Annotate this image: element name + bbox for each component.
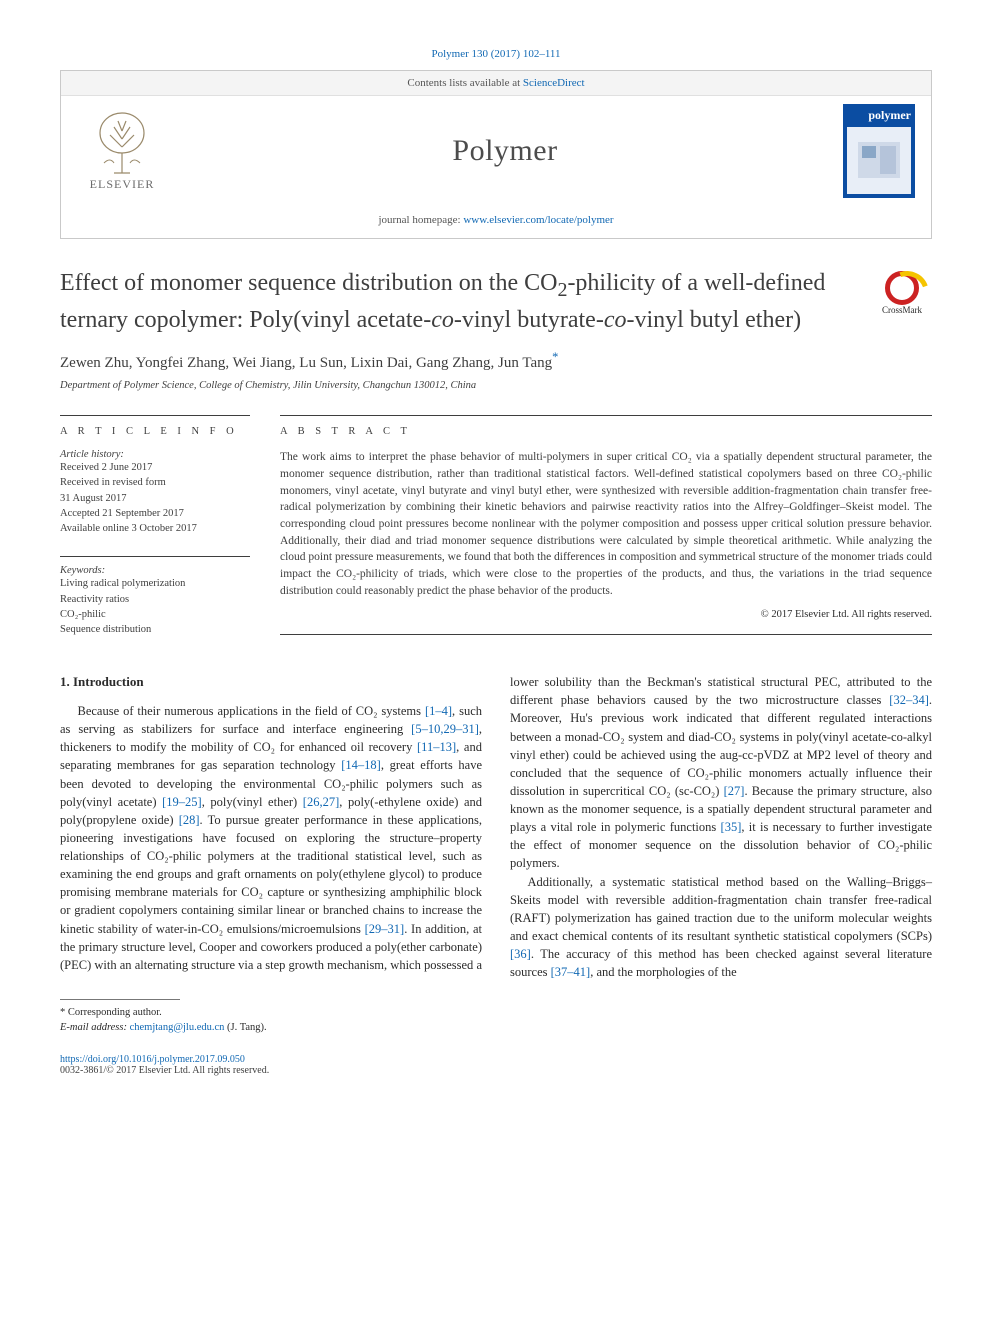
journal-cover-thumb: polymer: [843, 104, 915, 198]
copyright-line: © 2017 Elsevier Ltd. All rights reserved…: [280, 609, 932, 635]
crossmark-badge[interactable]: CrossMark: [872, 271, 932, 315]
citation-ref[interactable]: [28]: [179, 813, 200, 827]
citation-line: Polymer 130 (2017) 102–111: [60, 48, 932, 60]
citation-ref[interactable]: [14–18]: [341, 758, 381, 772]
citation-ref[interactable]: [19–25]: [162, 795, 202, 809]
citation-ref[interactable]: [37–41]: [551, 965, 591, 979]
authors-text: Zewen Zhu, Yongfei Zhang, Wei Jiang, Lu …: [60, 355, 552, 371]
citation-ref[interactable]: [35]: [721, 820, 742, 834]
corresponding-footnote: * Corresponding author.: [60, 1006, 932, 1021]
crossmark-icon: [885, 271, 919, 305]
title-part: -vinyl butyl ether): [626, 307, 801, 333]
elsevier-tree-icon: [92, 111, 152, 175]
article-info-heading: A R T I C L E I N F O: [60, 415, 250, 437]
cover-label: polymer: [847, 108, 911, 123]
title-sub: 2: [557, 279, 567, 301]
citation-ref[interactable]: [1–4]: [425, 704, 452, 718]
citation-ref[interactable]: [26,27]: [303, 795, 339, 809]
doi-link[interactable]: https://doi.org/10.1016/j.polymer.2017.0…: [60, 1054, 932, 1065]
text-run: . Moreover, Hu's previous work indicated…: [510, 693, 932, 798]
journal-name: Polymer: [452, 134, 557, 168]
citation-ref[interactable]: [29–31]: [365, 922, 405, 936]
email-link[interactable]: chemjtang@jlu.edu.cn: [130, 1022, 225, 1033]
history-item: Received in revised form: [60, 475, 250, 490]
sciencedirect-link[interactable]: ScienceDirect: [523, 77, 585, 89]
text-run: Additionally, a systematic statistical m…: [510, 875, 932, 943]
title-ital: co: [431, 307, 454, 333]
citation-ref[interactable]: [36]: [510, 947, 531, 961]
elsevier-logo: ELSEVIER: [77, 111, 167, 192]
affiliation: Department of Polymer Science, College o…: [60, 380, 932, 391]
title-ital: co: [604, 307, 627, 333]
text-run: . To pursue greater performance in these…: [60, 813, 482, 936]
email-post: (J. Tang).: [224, 1022, 266, 1033]
keywords-label: Keywords:: [60, 565, 250, 576]
homepage-link[interactable]: www.elsevier.com/locate/polymer: [463, 214, 613, 226]
history-item: 31 August 2017: [60, 491, 250, 506]
email-label: E-mail address:: [60, 1022, 130, 1033]
text-run: Because of their numerous applications i…: [78, 704, 425, 718]
homepage-line: journal homepage: www.elsevier.com/locat…: [61, 206, 931, 238]
section-heading: 1. Introduction: [60, 673, 482, 692]
history-item: Available online 3 October 2017: [60, 521, 250, 536]
issn-line: 0032-3861/© 2017 Elsevier Ltd. All right…: [60, 1065, 932, 1076]
citation-ref[interactable]: [27]: [724, 784, 745, 798]
elsevier-wordmark: ELSEVIER: [90, 177, 155, 192]
author-list: Zewen Zhu, Yongfei Zhang, Wei Jiang, Lu …: [60, 350, 932, 372]
contents-line: Contents lists available at ScienceDirec…: [61, 71, 931, 96]
title-part: Effect of monomer sequence distribution …: [60, 270, 557, 296]
abstract-text: The work aims to interpret the phase beh…: [280, 449, 932, 599]
body-columns: 1. Introduction Because of their numerou…: [60, 673, 932, 981]
title-part: -vinyl butyrate-: [454, 307, 604, 333]
text-run: , and the morphologies of the: [590, 965, 737, 979]
keyword: Sequence distribution: [60, 622, 250, 637]
keyword: Reactivity ratios: [60, 592, 250, 607]
article-title: Effect of monomer sequence distribution …: [60, 267, 856, 336]
keyword: Living radical polymerization: [60, 576, 250, 591]
history-item: Accepted 21 September 2017: [60, 506, 250, 521]
email-footnote: E-mail address: chemjtang@jlu.edu.cn (J.…: [60, 1021, 932, 1036]
history-label: Article history:: [60, 449, 250, 460]
keyword: CO₂-philic: [60, 607, 250, 622]
footnote-separator: [60, 999, 180, 1000]
body-paragraph: Additionally, a systematic statistical m…: [510, 873, 932, 982]
doi-url[interactable]: https://doi.org/10.1016/j.polymer.2017.0…: [60, 1054, 245, 1065]
citation-ref[interactable]: [11–13]: [417, 740, 456, 754]
contents-prefix: Contents lists available at: [407, 77, 522, 89]
citation-ref[interactable]: [5–10,29–31]: [411, 722, 479, 736]
citation-ref[interactable]: [32–34]: [889, 693, 929, 707]
corresponding-marker: *: [552, 350, 558, 364]
abstract-heading: A B S T R A C T: [280, 415, 932, 437]
journal-header-box: Contents lists available at ScienceDirec…: [60, 70, 932, 239]
cover-art-icon: [854, 136, 904, 186]
homepage-prefix: journal homepage:: [378, 214, 463, 226]
history-item: Received 2 June 2017: [60, 460, 250, 475]
text-run: , poly(vinyl ether): [202, 795, 303, 809]
